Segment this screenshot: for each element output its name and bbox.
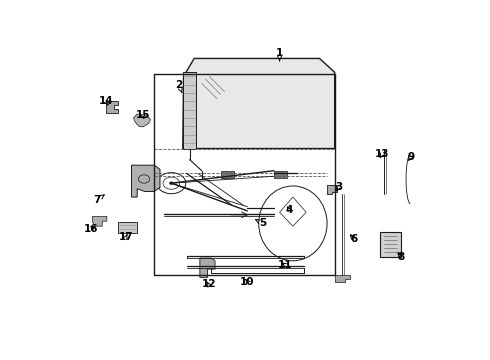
Circle shape <box>169 181 173 185</box>
Text: 12: 12 <box>201 279 216 289</box>
Polygon shape <box>183 58 335 149</box>
Text: 11: 11 <box>278 260 293 270</box>
Text: 16: 16 <box>84 224 98 234</box>
Text: 14: 14 <box>99 96 113 107</box>
Polygon shape <box>131 165 160 197</box>
Text: 10: 10 <box>240 276 255 287</box>
Text: 15: 15 <box>136 110 150 120</box>
Polygon shape <box>200 258 215 278</box>
Polygon shape <box>220 171 234 177</box>
Text: 8: 8 <box>397 252 405 262</box>
Text: 17: 17 <box>119 232 133 242</box>
Polygon shape <box>183 72 196 149</box>
Polygon shape <box>380 232 401 257</box>
Polygon shape <box>274 171 287 177</box>
Text: 2: 2 <box>175 80 183 93</box>
Text: 5: 5 <box>256 219 266 228</box>
Polygon shape <box>335 275 350 282</box>
Text: 13: 13 <box>375 149 390 159</box>
Polygon shape <box>106 102 118 113</box>
Text: 9: 9 <box>407 152 414 162</box>
Polygon shape <box>118 222 137 233</box>
Polygon shape <box>93 216 107 226</box>
Polygon shape <box>327 185 337 194</box>
Polygon shape <box>133 114 150 127</box>
Text: 6: 6 <box>350 234 357 244</box>
Text: 1: 1 <box>276 48 283 61</box>
Text: 7: 7 <box>94 195 104 205</box>
Text: 3: 3 <box>335 183 342 192</box>
Text: 4: 4 <box>285 204 293 215</box>
